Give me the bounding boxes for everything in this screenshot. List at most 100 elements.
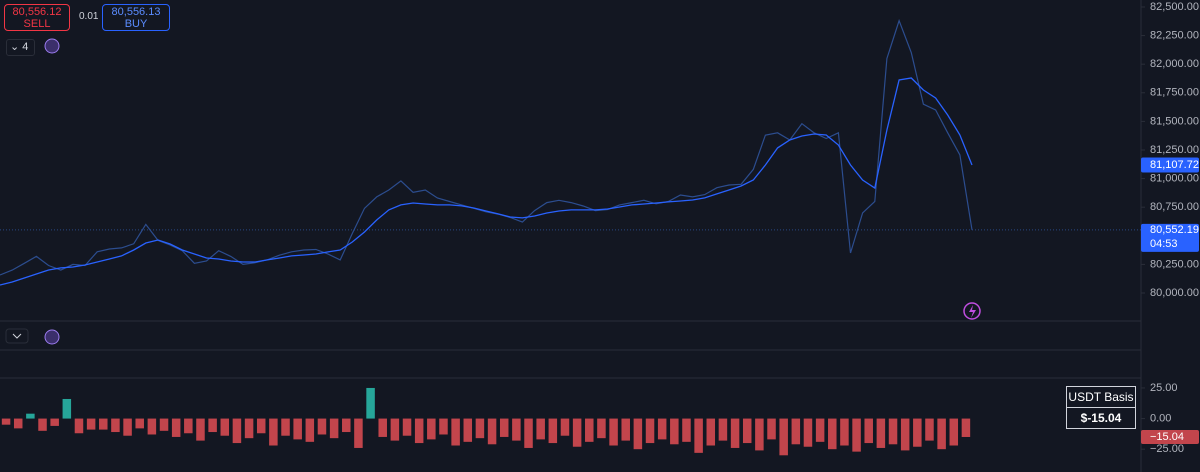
basis-bar [828, 418, 837, 450]
y-tick-label: 81,000.00 [1150, 172, 1199, 184]
basis-bar [342, 418, 351, 433]
basis-bar [621, 418, 630, 441]
basis-bar [366, 387, 375, 419]
basis-bar [269, 418, 278, 446]
basis-bar [159, 418, 169, 431]
indicator-toggle[interactable]: ⌄ 4 [6, 39, 35, 56]
basis-bar [184, 418, 193, 434]
indicator-count: 4 [22, 41, 29, 53]
basis-bar [439, 418, 448, 435]
basis-bar [220, 418, 230, 436]
y-tick-label: 82,500.00 [1150, 1, 1199, 13]
basis-bar [305, 418, 315, 442]
basis-bar [329, 418, 339, 439]
basis-bar [767, 418, 776, 440]
basis-bar [74, 418, 84, 434]
basis-bar [815, 418, 825, 442]
basis-bar [38, 418, 47, 431]
basis-bar [718, 418, 728, 441]
buy-label: BUY [124, 18, 148, 30]
basis-bar [876, 418, 886, 448]
basis-bar [281, 418, 290, 436]
basis-bar [852, 418, 861, 452]
y-tick-label: 82,250.00 [1150, 29, 1199, 41]
sync-icon[interactable] [44, 329, 60, 345]
y-tick-label: 80,750.00 [1150, 201, 1199, 213]
basis-bar [864, 418, 873, 444]
basis-bar [706, 418, 716, 446]
basis-bar [475, 418, 485, 439]
basis-bar [961, 418, 971, 437]
chevron [12, 333, 22, 339]
basis-bar [123, 418, 132, 436]
basis-value: $-15.04 [1067, 407, 1135, 428]
basis-bar [670, 418, 679, 445]
basis-bar [560, 418, 570, 436]
basis-bar [390, 418, 400, 441]
last-price-tag-bg [1141, 223, 1199, 252]
lightning-button[interactable] [963, 302, 981, 320]
basis-bar [913, 418, 922, 447]
basis-bar [900, 418, 910, 451]
basis-bar [135, 418, 144, 429]
sell-label: SELL [23, 18, 51, 30]
collapse-button[interactable] [5, 328, 29, 344]
basis-bar [657, 418, 667, 440]
basis-bar [451, 418, 460, 446]
basis-bar [609, 418, 618, 446]
buy-button[interactable]: 80,556.13 BUY [102, 4, 170, 31]
basis-bar [585, 418, 594, 442]
y-tick-label: 80,250.00 [1150, 258, 1199, 270]
y-tick-label: 25.00 [1150, 382, 1178, 394]
basis-bar [50, 418, 59, 426]
spread: 0.01 [79, 11, 99, 22]
basis-bar [427, 418, 436, 440]
basis-bar [208, 418, 217, 433]
basis-bar [536, 418, 545, 440]
basis-bar [463, 418, 473, 442]
basis-bar [378, 418, 387, 437]
buy-price: 80,556.13 [111, 6, 161, 18]
basis-title: USDT Basis [1068, 390, 1134, 404]
basis-bar [633, 418, 643, 450]
basis-bar [694, 418, 703, 453]
y-tick-label: 81,500.00 [1150, 115, 1199, 127]
basis-bar [791, 418, 801, 445]
basis-bar [803, 418, 813, 447]
price-line [0, 18, 973, 276]
basis-bar [645, 418, 655, 444]
basis-bar [1, 418, 11, 425]
basis-bar [317, 418, 327, 435]
basis-bar [730, 418, 740, 448]
basis-tag-bg [1141, 429, 1199, 444]
sell-price: 80,556.12 [12, 6, 62, 18]
sell-button[interactable]: 80,556.12 SELL [4, 4, 70, 31]
y-tick-label: 82,000.00 [1150, 58, 1199, 70]
basis-bar [840, 418, 849, 446]
y-tick-label: 81,250.00 [1150, 144, 1199, 156]
basis-bar [402, 418, 412, 436]
y-tick-label: 80,000.00 [1150, 287, 1199, 299]
lightning-icon [969, 305, 976, 318]
basis-bar [888, 418, 898, 445]
basis-bar [779, 418, 788, 456]
basis-bar [196, 418, 205, 441]
basis-bar [256, 418, 266, 434]
basis-bar [949, 418, 959, 446]
basis-bar [111, 418, 120, 433]
basis-bar [499, 418, 509, 437]
ma-tag-bg [1141, 157, 1199, 173]
basis-bar [597, 418, 606, 439]
y-tick-label: 81,750.00 [1150, 87, 1199, 99]
sync-icon[interactable] [44, 38, 60, 54]
basis-bar [572, 418, 582, 447]
basis-bar [26, 413, 35, 419]
basis-readout: USDT Basis $-15.04 [1066, 386, 1136, 429]
basis-bar [232, 418, 242, 444]
y-tick-label: 0.00 [1150, 412, 1171, 424]
basis-bar [682, 418, 691, 442]
basis-bar [171, 418, 181, 437]
basis-bar [487, 418, 497, 445]
basis-bar [742, 418, 752, 444]
